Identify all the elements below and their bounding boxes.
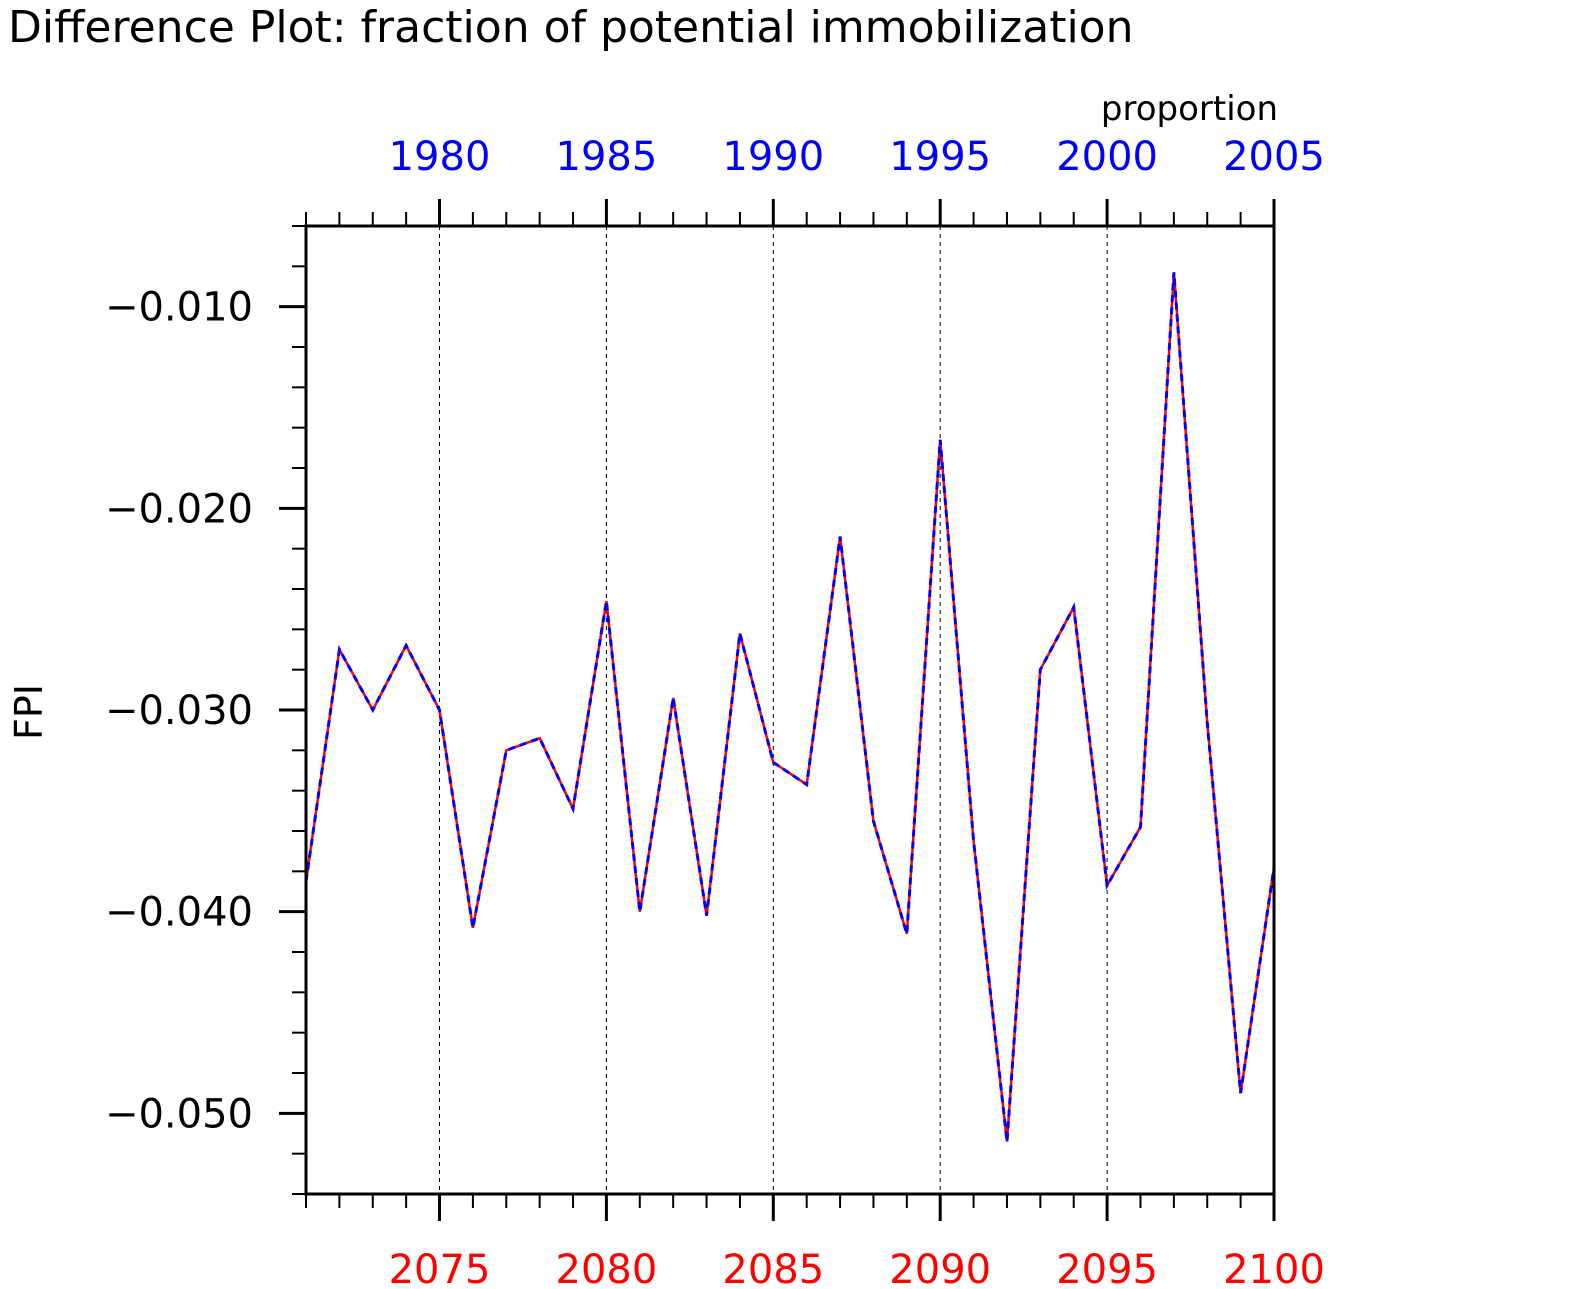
series-line-blue-dashed <box>304 272 1276 1142</box>
x-top-tick-label: 1995 <box>889 134 991 180</box>
x-bottom-tick-label: 2090 <box>889 1247 991 1289</box>
y-tick-label: −0.050 <box>105 1091 253 1137</box>
y-tick-label: −0.020 <box>105 486 253 532</box>
series-lines <box>304 272 1276 1142</box>
plot-frame <box>304 224 1276 1196</box>
x-bottom-tick-label: 2085 <box>722 1247 824 1289</box>
chart-subtitle: proportion <box>1101 89 1278 129</box>
x-bottom-tick-label: 2075 <box>389 1247 491 1289</box>
axis-ticks <box>279 199 1276 1221</box>
y-tick-label: −0.040 <box>105 890 253 936</box>
x-top-tick-label: 1985 <box>556 134 658 180</box>
y-axis-label: FPI <box>7 684 51 740</box>
y-tick-label: −0.030 <box>105 688 253 734</box>
y-tick-label: −0.010 <box>105 285 253 331</box>
x-top-tick-label: 1990 <box>722 134 824 180</box>
chart-title: Difference Plot: fraction of potential i… <box>8 2 1133 53</box>
vertical-gridlines <box>439 226 1108 1194</box>
axis-tick-labels: 2075 2080 2085 2090 2095 2100 1980 1985 1990 1995… <box>105 134 1325 1289</box>
x-top-tick-label: 2000 <box>1056 134 1158 180</box>
x-bottom-tick-label: 2100 <box>1223 1247 1325 1289</box>
x-bottom-tick-label: 2080 <box>556 1247 658 1289</box>
series-line-red-solid <box>304 272 1276 1142</box>
x-top-tick-label: 1980 <box>389 134 491 180</box>
x-bottom-tick-label: 2095 <box>1056 1247 1158 1289</box>
x-top-tick-label: 2005 <box>1223 134 1325 180</box>
